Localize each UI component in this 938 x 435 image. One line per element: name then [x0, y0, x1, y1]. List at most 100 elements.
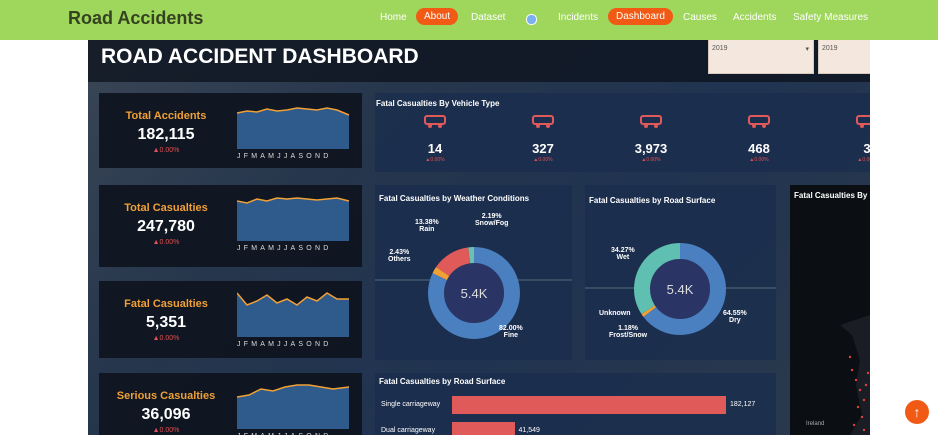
- spark-line: [237, 384, 350, 398]
- month-label: S: [298, 245, 307, 252]
- brand[interactable]: Road Accidents: [68, 8, 204, 28]
- icon-wheel: [536, 124, 540, 128]
- nav-link[interactable]: About: [416, 8, 459, 25]
- month-label: N: [314, 153, 324, 160]
- vehicle-change: ▲0.00%: [425, 157, 445, 163]
- panel-title: Fatal Casualties By Vehicle Type: [376, 99, 500, 108]
- month-label: A: [260, 341, 269, 348]
- donut-segment: [428, 247, 520, 339]
- month-label: M: [251, 341, 261, 348]
- month-label: F: [243, 245, 252, 252]
- filter-value: 2019: [822, 45, 838, 52]
- pct: 34.27%: [611, 247, 635, 254]
- nav-link[interactable]: Accidents: [733, 12, 777, 23]
- kpi-value: 36,096: [141, 406, 191, 423]
- vehicle-icon: [532, 115, 554, 128]
- vehicle-icon: [856, 115, 870, 128]
- month-label: M: [251, 245, 261, 252]
- month-label: J: [284, 433, 291, 435]
- kpi-value: 5,351: [145, 314, 187, 331]
- nav-link[interactable]: Causes: [683, 12, 717, 23]
- map-panel: Fatal Casualties By Ireland: [790, 185, 870, 435]
- month-label: S: [298, 153, 307, 160]
- month-label: J: [277, 433, 284, 435]
- vehicle-change: ▲0.00%: [641, 157, 661, 163]
- dashboard-title: ROAD ACCIDENT DASHBOARD: [101, 45, 419, 68]
- kpi-label: Serious Casualties: [116, 390, 216, 402]
- month-label: A: [260, 433, 268, 435]
- vehicle-value: 3: [863, 141, 870, 156]
- month-label: J: [283, 245, 291, 252]
- filter[interactable]: 2019 ▾: [708, 40, 814, 74]
- scroll-top-button[interactable]: ↑: [905, 400, 929, 424]
- month-label: J: [237, 433, 244, 435]
- nav-link[interactable]: Incidents: [558, 12, 599, 23]
- month-label: M: [268, 245, 278, 252]
- nav-icon[interactable]: [526, 14, 537, 25]
- kpi-change: ▲0.00%: [152, 427, 180, 434]
- kpi-label: Total Accidents: [125, 110, 207, 122]
- month-label: M: [268, 433, 277, 435]
- pct: 2.19%: [481, 213, 502, 220]
- segment-label: 1.18% Frost/Snow: [609, 325, 647, 339]
- kpi-label: Total Casualties: [124, 202, 208, 214]
- surface-panel: Fatal Casualties by Road Surface 5.4K 34…: [585, 185, 776, 360]
- icon-wheel: [644, 124, 648, 128]
- donut-segment: [634, 243, 726, 335]
- month-label: A: [260, 245, 269, 252]
- pct: 1.18%: [618, 325, 638, 332]
- filter[interactable]: 2019: [818, 40, 870, 74]
- spark-line: [237, 197, 350, 204]
- month-axis: JFMAMJJASOND: [237, 341, 331, 348]
- icon-wheel: [752, 124, 756, 128]
- vehicle-value: 14: [427, 141, 443, 156]
- nav-link[interactable]: Safety Measures: [793, 12, 869, 23]
- pct: 2.43%: [389, 249, 410, 256]
- donut-center: 5.4K: [667, 282, 694, 297]
- panel-title: Fatal Casualties by Weather Conditions: [379, 194, 530, 203]
- month-label: F: [244, 433, 251, 435]
- name: Wet: [616, 254, 630, 261]
- nav-link[interactable]: Home: [380, 12, 407, 23]
- icon-wheel: [438, 124, 442, 128]
- spark-area: [237, 108, 349, 149]
- nav-link[interactable]: Dataset: [471, 12, 506, 23]
- month-label: N: [314, 341, 324, 348]
- kpi-card: Serious Casualties36,096▲0.00%JFMAMJJASO…: [99, 373, 362, 435]
- bar: [452, 396, 726, 414]
- month-label: N: [315, 433, 323, 435]
- icon-wheel: [428, 124, 432, 128]
- segment-label: 2.43% Others: [388, 249, 411, 263]
- nav-link[interactable]: Dashboard: [608, 8, 673, 25]
- kpi-change: ▲0.00%: [152, 147, 180, 154]
- segment-label: Unknown: [599, 310, 631, 317]
- kpi-card: Total Accidents 182,115 ▲0.00% JFMAMJJASOND: [99, 93, 362, 168]
- spark-line: [237, 292, 349, 306]
- icon-wheel: [762, 124, 766, 128]
- sparkline: [237, 197, 350, 241]
- vehicle-value: 327: [532, 141, 554, 156]
- month-label: A: [290, 245, 299, 252]
- month-label: D: [323, 433, 331, 435]
- bar-value: 41,549: [518, 427, 540, 434]
- icon-body: [532, 115, 554, 125]
- month-label: J: [237, 153, 244, 160]
- pct: 82.00%: [499, 325, 523, 332]
- month-label: A: [260, 153, 269, 160]
- month-label: M: [268, 153, 278, 160]
- weather-panel: Fatal Casualties by Weather Conditions 5…: [375, 185, 572, 360]
- icon-wheel: [654, 124, 658, 128]
- month-label: D: [323, 153, 332, 160]
- month-label: J: [237, 341, 244, 348]
- panel-title: Fatal Casualties by Road Surface: [589, 196, 716, 205]
- segment-label: 82.00% Fine: [499, 325, 523, 339]
- kpi-value: 247,780: [137, 218, 195, 235]
- name: Fine: [503, 332, 519, 339]
- icon-body: [424, 115, 446, 125]
- bar-label: Single carriageway: [381, 401, 441, 408]
- filter-value: 2019: [712, 45, 728, 52]
- kpi-change: ▲0.00%: [152, 239, 180, 246]
- kpi-card: Total Casualties 247,780 ▲0.00% JFMAMJJASON…: [99, 185, 362, 267]
- bar: [452, 422, 515, 435]
- month-label: O: [306, 341, 315, 348]
